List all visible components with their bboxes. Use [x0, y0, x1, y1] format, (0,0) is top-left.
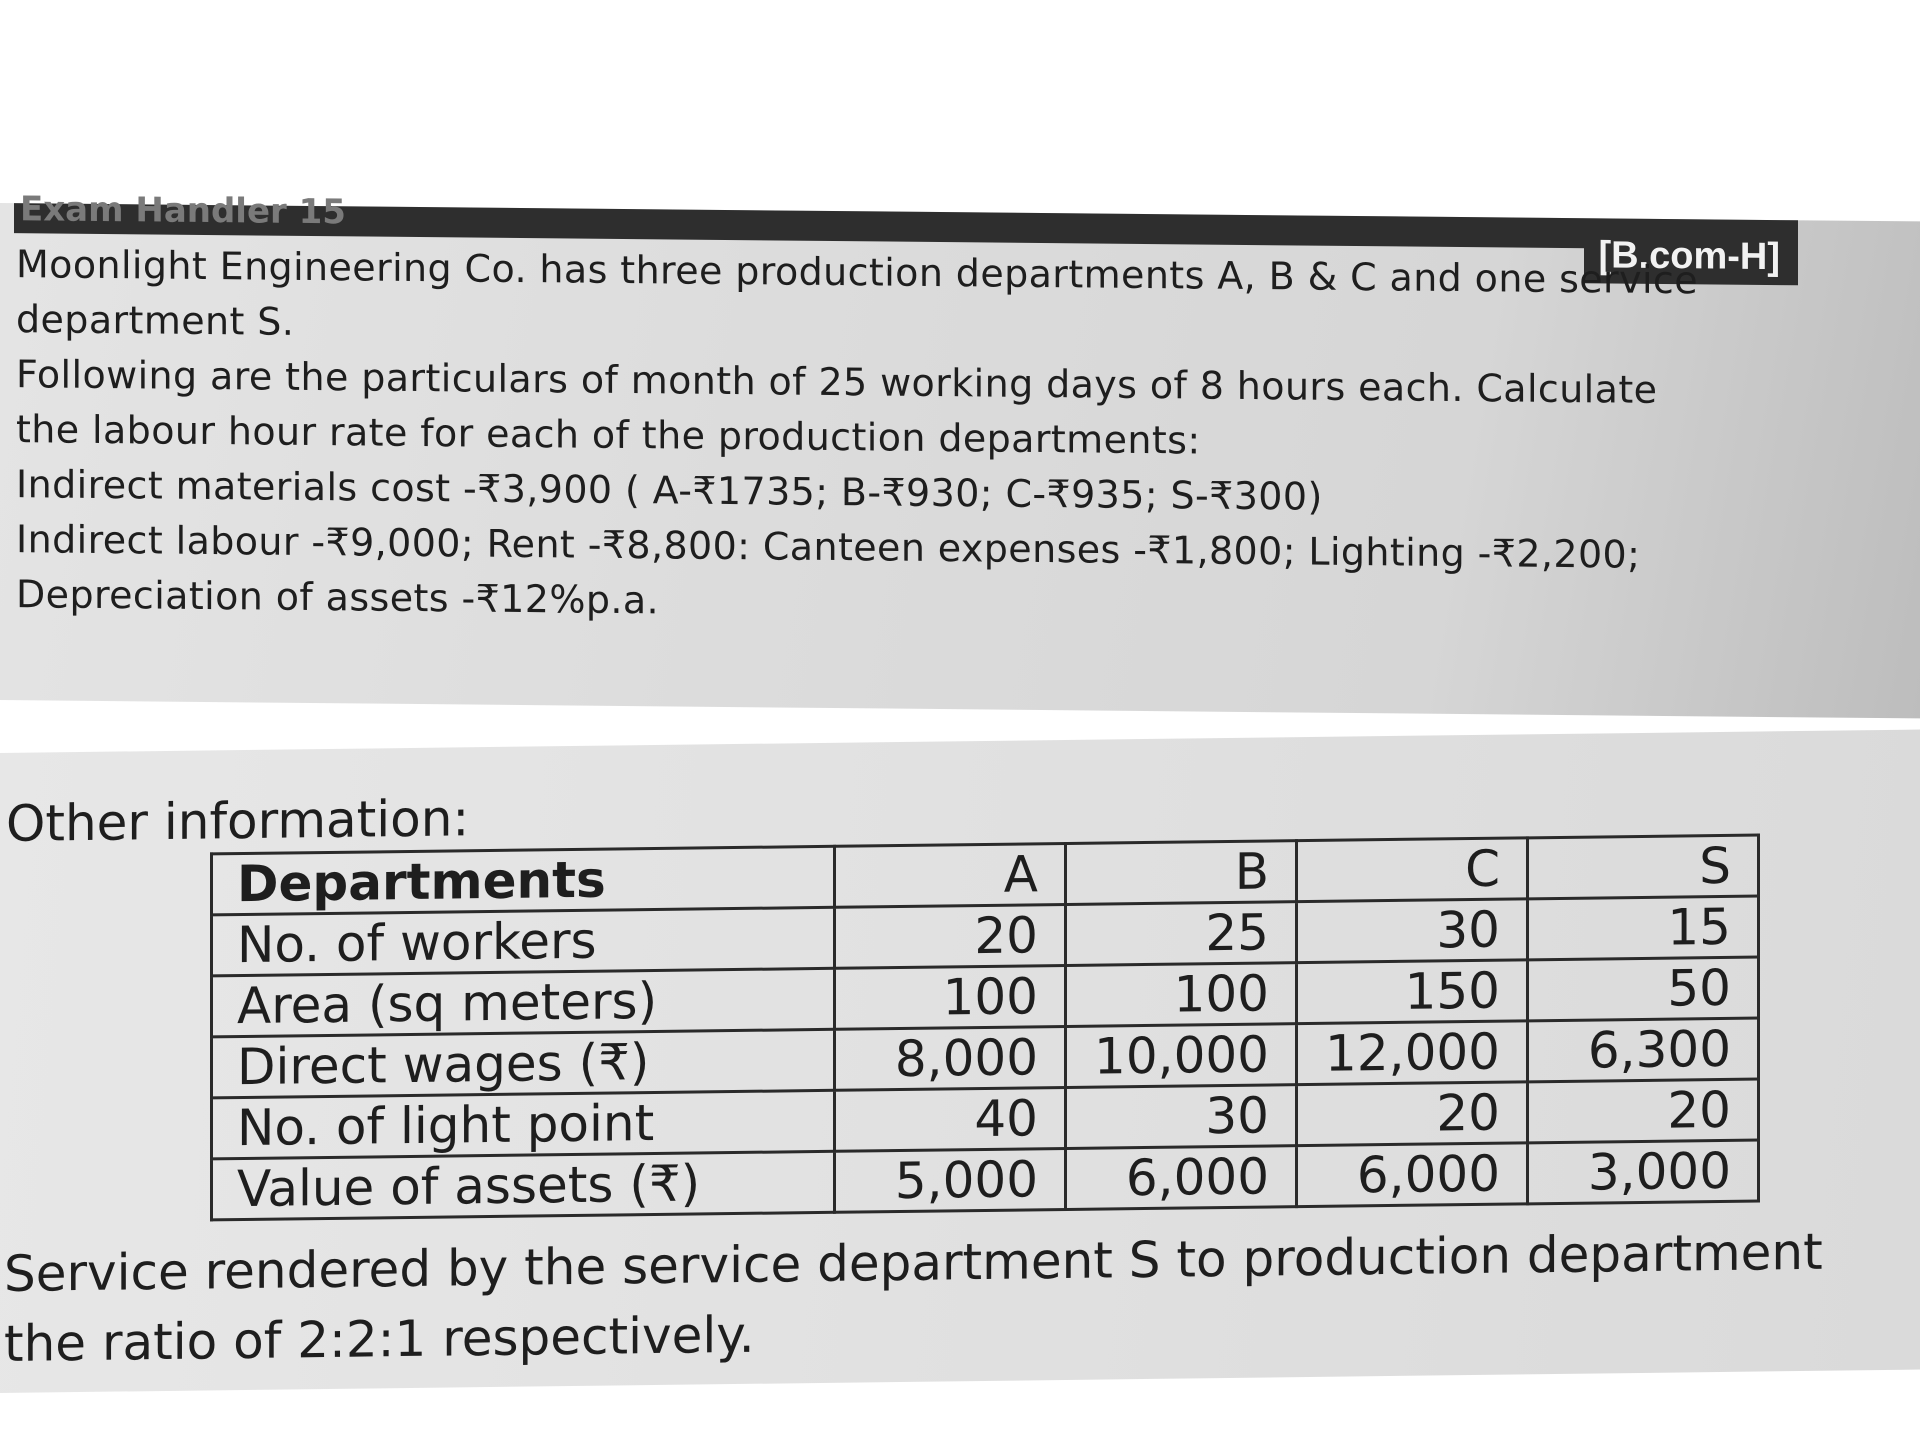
column-header-a: A [834, 843, 1066, 908]
table-cell: 8,000 [834, 1026, 1066, 1091]
column-header-c: C [1296, 837, 1528, 902]
table-cell: 30 [1065, 1084, 1297, 1149]
table-cell: 40 [834, 1087, 1066, 1152]
question-page-bottom: Other information: Departments A B C S N… [0, 729, 1920, 1393]
table-cell: 20 [1527, 1079, 1759, 1143]
row-label: No. of workers [211, 907, 835, 976]
table-cell: 5,000 [834, 1148, 1066, 1213]
table-cell: 100 [834, 965, 1066, 1030]
table-cell: 15 [1527, 896, 1759, 960]
other-info-heading: Other information: [6, 789, 470, 853]
service-ratio-note: Service rendered by the service departme… [4, 1217, 1823, 1379]
row-label: No. of light point [211, 1090, 835, 1159]
row-label: Area (sq meters) [211, 968, 835, 1037]
table-cell: 6,000 [1296, 1142, 1528, 1207]
table-cell: 20 [834, 904, 1066, 969]
column-header-departments: Departments [211, 846, 835, 915]
table-cell: 30 [1296, 898, 1528, 963]
table-cell: 25 [1065, 901, 1297, 966]
table-cell: 3,000 [1527, 1140, 1759, 1204]
table-cell: 6,000 [1065, 1145, 1297, 1210]
question-page-top: Exam Handler 15 [B.com-H] Moonlight Engi… [0, 189, 1920, 719]
column-header-b: B [1065, 840, 1297, 905]
table-cell: 12,000 [1296, 1020, 1528, 1085]
row-label: Direct wages (₹) [211, 1029, 835, 1098]
row-label: Value of assets (₹) [211, 1151, 835, 1220]
problem-statement: Moonlight Engineering Co. has three prod… [16, 237, 1776, 639]
table-cell: 10,000 [1065, 1023, 1297, 1088]
column-header-s: S [1527, 835, 1759, 899]
department-info-table: Departments A B C S No. of workers 20 25… [210, 833, 1760, 1221]
table-cell: 50 [1527, 957, 1759, 1021]
table-cell: 150 [1296, 959, 1528, 1024]
table-cell: 100 [1065, 962, 1297, 1027]
table-cell: 20 [1296, 1081, 1528, 1146]
book-header-text: Exam Handler 15 [20, 189, 346, 233]
table-cell: 6,300 [1527, 1018, 1759, 1082]
